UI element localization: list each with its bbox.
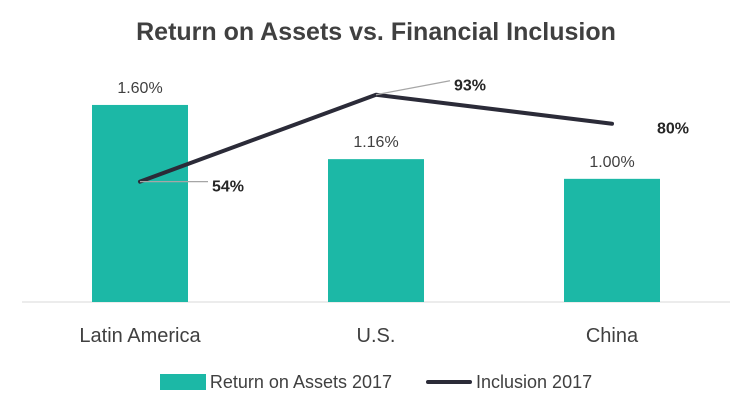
line-data-label: 54% [212,179,244,196]
legend-label-line: Inclusion 2017 [476,371,593,392]
legend-label-bars: Return on Assets 2017 [209,371,393,392]
chart-legend: Return on Assets 2017 Inclusion 2017 [0,368,752,396]
legend-item-line: Inclusion 2017 [426,372,592,393]
line-data-label: 80% [657,121,689,138]
bar-data-label: 1.60% [117,80,162,97]
bar-data-label: 1.00% [589,154,634,171]
bar-latin-america [92,104,188,303]
bar-data-label: 1.16% [353,134,398,151]
x-tick-label: U.S. [357,325,396,347]
line-data-label: 93% [454,78,486,95]
x-tick-label: China [586,325,639,347]
legend-item-bars: Return on Assets 2017 [159,371,393,393]
x-tick-label: Latin America [79,325,201,347]
legend-swatch-line [426,380,473,384]
leader-line [375,80,451,96]
chart-title: Return on Assets vs. Financial Inclusion [136,18,616,46]
bar-u-s- [328,159,424,302]
legend-swatch-bars [159,374,206,390]
bar-china [564,178,660,302]
